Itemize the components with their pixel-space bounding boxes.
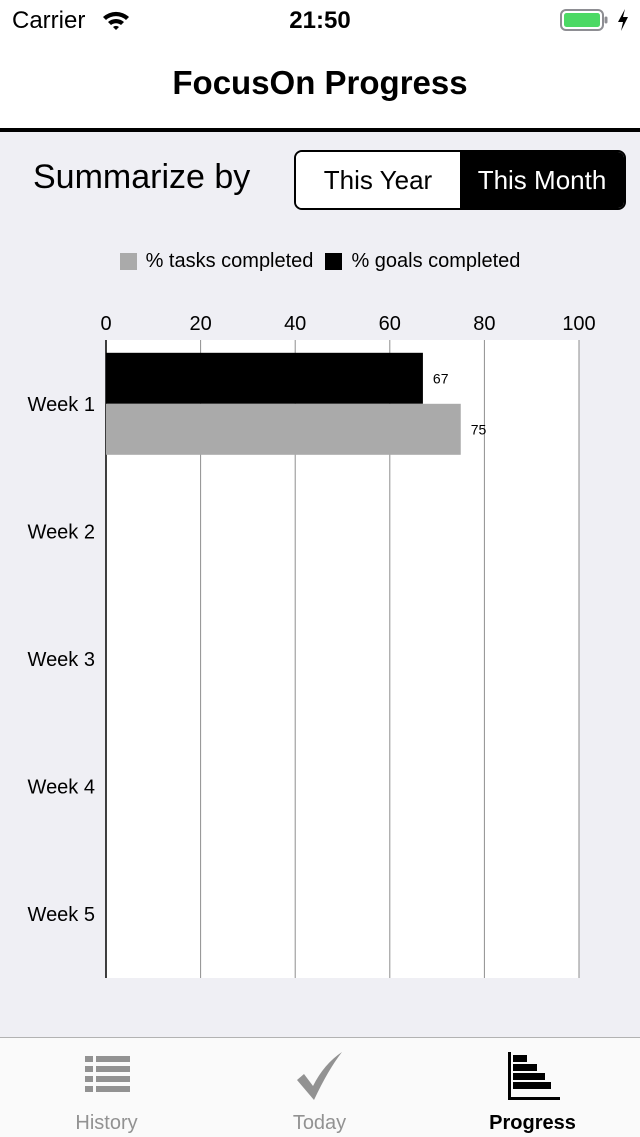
y-category-label: Week 5: [28, 904, 95, 926]
charging-bolt-icon: [618, 9, 628, 31]
y-category-label: Week 1: [28, 394, 95, 416]
legend-label-tasks: % tasks completed: [145, 250, 314, 272]
status-bar: Carrier 21:50: [0, 0, 640, 40]
chart-legend: % tasks completed % goals completed: [0, 250, 640, 273]
data-label: 67: [433, 370, 449, 386]
tab-today[interactable]: Today: [213, 1038, 426, 1137]
battery-icon: [560, 9, 608, 31]
bar: [106, 403, 461, 455]
y-category-label: Week 2: [28, 521, 95, 543]
x-tick-label: 40: [284, 313, 306, 335]
list-icon: [84, 1056, 130, 1092]
tab-progress[interactable]: Progress: [426, 1038, 639, 1137]
checkmark-icon: [296, 1052, 342, 1100]
x-tick-label: 20: [189, 313, 211, 335]
period-segmented-control: This Year This Month: [294, 150, 626, 210]
bar-chart-icon: [507, 1052, 560, 1100]
data-label: 75: [471, 421, 487, 437]
tab-history[interactable]: History: [0, 1038, 213, 1137]
segment-this-year[interactable]: This Year: [296, 152, 460, 208]
legend-item-tasks: % tasks completed: [119, 250, 314, 273]
y-category-label: Week 3: [28, 649, 95, 671]
x-tick-label: 100: [562, 313, 595, 335]
x-tick-label: 0: [100, 313, 111, 335]
wifi-icon: [103, 11, 129, 30]
tab-bar: History Today Progress: [0, 1037, 640, 1137]
progress-bar-chart: 0 20 40 60 80 100 Week 1 67 75 Week 2 Week 3 Week 4…: [28, 313, 596, 978]
x-tick-label: 80: [473, 313, 495, 335]
legend-item-goals: % goals completed: [325, 250, 520, 273]
tab-label-history: History: [75, 1112, 138, 1134]
legend-swatch-goals: [325, 253, 343, 270]
carrier-label: Carrier: [12, 7, 86, 34]
tab-label-today: Today: [292, 1112, 347, 1134]
page-title: FocusOn Progress: [172, 64, 468, 101]
legend-swatch-tasks: [119, 253, 137, 270]
tab-label-progress: Progress: [489, 1112, 576, 1134]
x-tick-label: 60: [379, 313, 401, 335]
navigation-bar: FocusOn Progress: [0, 40, 640, 132]
y-category-label: Week 4: [28, 777, 95, 799]
summarize-by-label: Summarize by: [33, 158, 251, 196]
status-time: 21:50: [289, 7, 351, 34]
legend-label-goals: % goals completed: [351, 250, 521, 272]
segment-this-month[interactable]: This Month: [460, 152, 624, 208]
bar: [106, 352, 423, 404]
